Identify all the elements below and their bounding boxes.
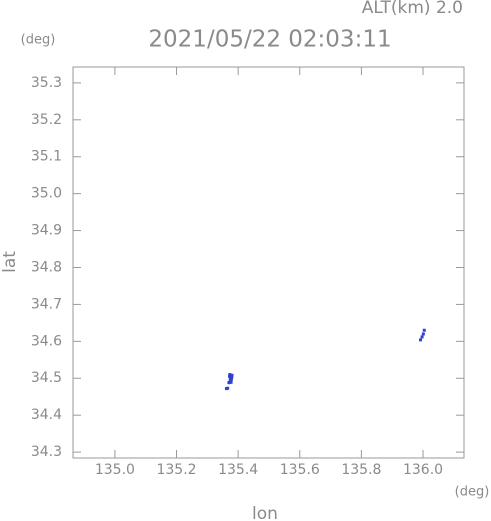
- point: [230, 373, 234, 377]
- x-tick-label: 136.0: [403, 462, 443, 478]
- y-tick-label: 35.1: [31, 149, 62, 165]
- y-tick-label: 34.3: [31, 444, 62, 460]
- x-tick-label: 135.8: [341, 462, 381, 478]
- y-axis-label: lat: [0, 251, 20, 273]
- point: [228, 373, 232, 377]
- x-tick-label: 135.6: [280, 462, 320, 478]
- point: [228, 374, 232, 378]
- x-unit: (deg): [455, 485, 490, 500]
- y-tick-label: 34.8: [31, 259, 62, 275]
- point: [227, 381, 231, 385]
- y-tick-label: 34.7: [31, 296, 62, 312]
- x-tick-label: 135.4: [218, 462, 258, 478]
- point: [420, 335, 424, 339]
- x-tick-label: 135.0: [95, 462, 135, 478]
- y-tick-label: 35.0: [31, 186, 62, 202]
- x-axis-label: lon: [252, 504, 278, 521]
- y-tick-label: 34.9: [31, 223, 62, 239]
- y-unit: (deg): [21, 33, 56, 48]
- point: [224, 387, 228, 391]
- chart-subtitle: ALT(km) 2.0: [362, 0, 463, 18]
- point: [419, 338, 423, 342]
- point: [229, 380, 233, 384]
- point: [421, 332, 425, 336]
- plot-frame: [72, 66, 465, 459]
- y-tick-label: 35.3: [31, 75, 62, 91]
- chart-title: 2021/05/22 02:03:11: [148, 27, 391, 53]
- y-tick-label: 34.6: [31, 333, 62, 349]
- x-tick-label: 135.2: [156, 462, 196, 478]
- y-tick-label: 35.2: [31, 112, 62, 128]
- y-tick-label: 34.4: [31, 407, 62, 423]
- point: [422, 328, 426, 332]
- y-tick-label: 34.5: [31, 370, 62, 386]
- point: [230, 376, 234, 380]
